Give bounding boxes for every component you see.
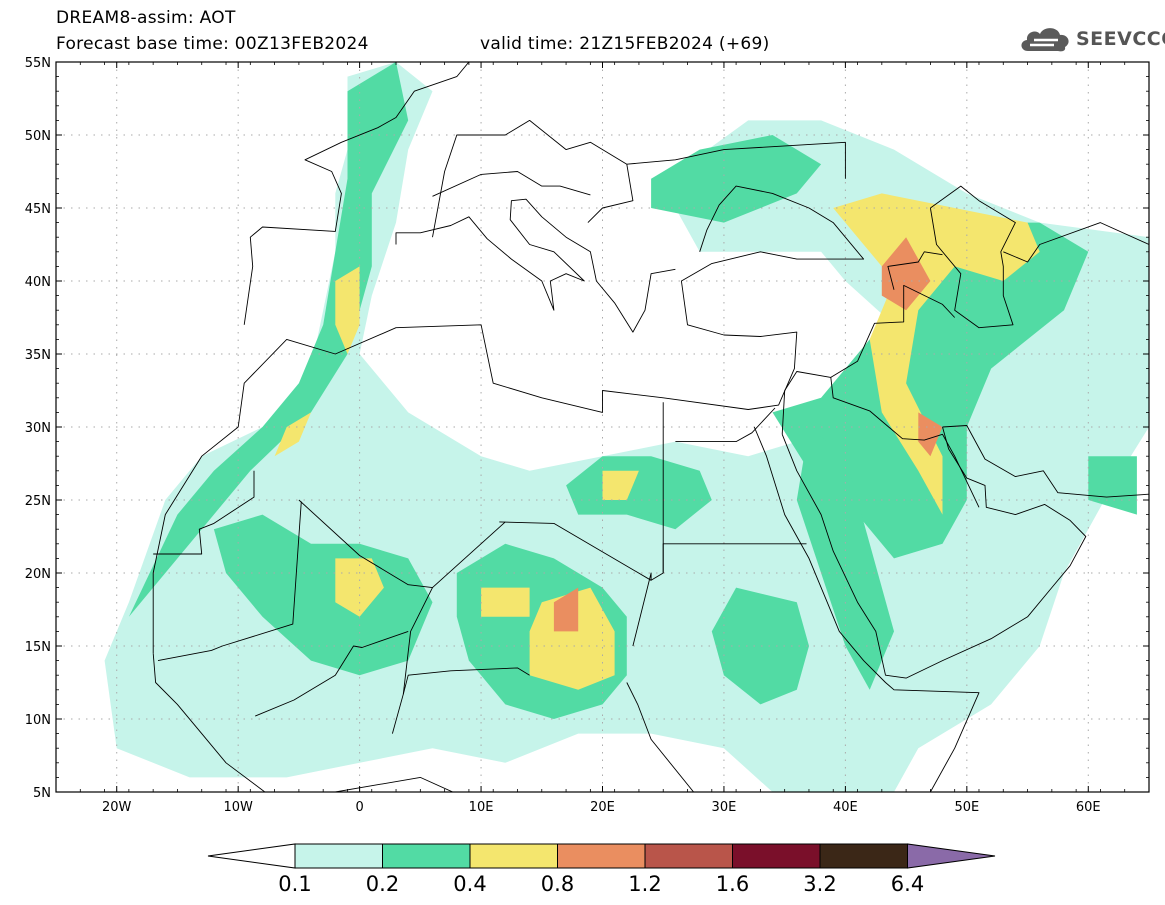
border-line [626,141,846,179]
colorbar-overflow-arrow [907,843,996,869]
forecast-base-time: Forecast base time: 00Z13FEB2024 [56,34,369,54]
lon-tick-label: 0 [355,800,363,815]
border-line [157,501,302,662]
map-axis-ticks: 20W 10W 0 10E 20E 30E 40E 50E 60E 55N 50N 45N 40N 35N… [25,56,1150,815]
lat-tick-label: 35N [25,348,51,363]
lat-tick-label: 40N [25,275,51,290]
border-line [662,543,807,573]
colorbar-swatch [557,843,646,869]
lat-tick-label: 20N [25,567,51,582]
colorbar-level-label: 1.2 [628,872,661,896]
map-plot-area [56,62,1149,792]
aot-region-level-2 [711,587,809,705]
lon-tick-label: 20W [102,800,132,815]
aot-colorbar: 0.1 0.2 0.4 0.8 1.2 1.6 3.2 6.4 [207,843,996,896]
aot-region-level-3 [335,266,360,354]
aot-region-level-3 [602,470,639,500]
border-line [781,426,1087,679]
aot-region-level-4 [881,237,931,311]
aot-region-level-2 [651,135,822,223]
border-line [753,426,980,792]
aot-contour-fields [104,62,1149,792]
colorbar-swatch [469,843,558,869]
lat-tick-label: 25N [25,494,51,509]
colorbar-swatch [732,843,821,869]
colorbar-swatch [382,843,471,869]
border-line [942,425,1149,498]
border-line [432,171,591,197]
border-line [402,587,433,695]
colorbar-level-label: 0.8 [541,872,574,896]
aot-region-level-3 [481,587,530,617]
aot-region-level-2 [128,62,409,617]
map-grid [56,62,1149,792]
border-line [929,185,1016,329]
aot-region-level-2 [213,514,433,676]
colorbar-level-label: 0.2 [366,872,399,896]
valid-time: valid time: 21Z15FEB2024 (+69) [480,34,770,54]
logo-text: SEEVCCC [1076,28,1165,50]
border-line [152,653,454,792]
colorbar-swatch [644,843,733,869]
aot-region-level-3 [529,587,615,690]
lat-tick-label: 10N [25,713,51,728]
lon-tick-label: 10W [223,800,253,815]
lon-tick-label: 30E [712,800,737,815]
border-line [298,499,506,589]
lon-tick-label: 40E [833,800,858,815]
lat-tick-label: 5N [33,786,51,801]
colorbar-level-label: 3.2 [803,872,836,896]
border-line [243,62,470,325]
border-line [499,521,652,581]
lon-tick-label: 60E [1076,800,1101,815]
border-line [830,377,980,508]
border-line [626,682,695,792]
lon-tick-label: 20E [590,800,615,815]
colorbar-level-label: 1.6 [716,872,749,896]
colorbar-level-label: 0.4 [453,872,486,896]
lat-tick-label: 45N [25,202,51,217]
cloud-icon [1021,28,1069,52]
border-line [255,630,409,717]
lat-tick-label: 30N [25,421,51,436]
lat-tick-label: 15N [25,640,51,655]
aot-region-level-3 [274,412,311,457]
colorbar-underflow-arrow [207,843,296,869]
border-line [391,667,530,734]
aot-region-level-2 [1088,456,1137,515]
lon-tick-label: 10E [469,800,494,815]
country-borders [152,62,1149,792]
border-line [432,119,634,238]
colorbar-level-label: 0.1 [278,872,311,896]
lat-tick-label: 55N [25,56,51,71]
aot-region-level-3 [833,193,1040,515]
border-line [1003,222,1149,263]
lat-tick-label: 50N [25,129,51,144]
border-line [781,284,956,435]
border-line [395,198,676,333]
seevccc-logo: SEEVCCC [1018,22,1165,56]
colorbar-swatch [294,843,383,869]
border-line [675,407,776,443]
aot-region-level-4 [553,587,579,632]
border-line [887,251,943,290]
map-title: DREAM8-assim: AOT [56,8,236,28]
border-line [153,470,255,555]
aot-region-level-2 [772,222,1089,559]
colorbar-swatch [819,843,908,869]
colorbar-level-label: 6.4 [891,872,924,896]
lon-tick-label: 50E [954,800,979,815]
aot-region-level-4 [918,412,943,457]
